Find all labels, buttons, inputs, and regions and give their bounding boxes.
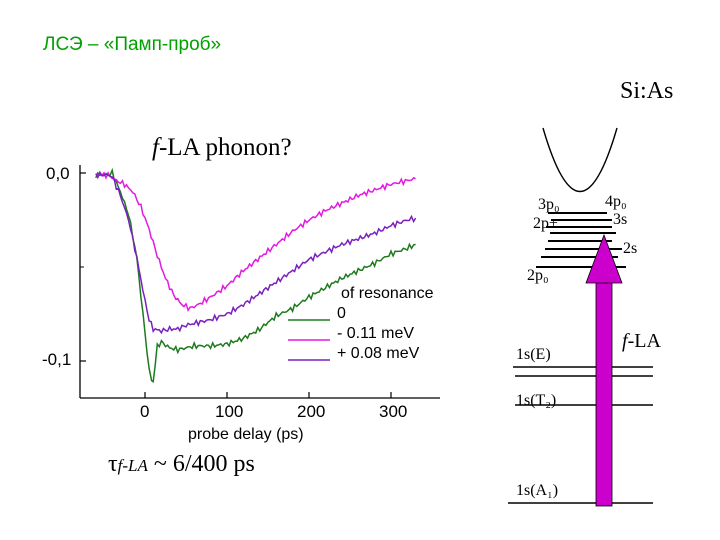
y-tick-label-minus-0-1: -0,1 — [42, 350, 72, 369]
level-label-1s-E: 1s(E) — [516, 346, 551, 363]
f-LA-rest: -LA — [627, 330, 661, 352]
level-label-2p0: 2p₀ — [527, 267, 549, 284]
series-line-0 — [95, 167, 416, 383]
level-label-4p0: 4p₀ — [605, 193, 627, 210]
conduction-band-curve — [542, 127, 618, 192]
tau-symbol: τ — [108, 451, 118, 477]
series-line-1 — [95, 171, 416, 312]
sample-label: Si:As — [620, 78, 674, 104]
tau-subscript: f-LA — [117, 456, 148, 475]
level-label-1s-A1: 1s(A₁) — [516, 482, 559, 499]
level-label-1s-T2: 1s(T₂) — [516, 392, 557, 409]
transition-arrow-head — [585, 233, 623, 284]
x-axis-label: probe delay (ps) — [188, 426, 304, 443]
level-label-3s: 3s — [613, 211, 628, 228]
energy-level-diagram — [508, 127, 653, 507]
level-label-2p-pm: 2p± — [533, 215, 558, 232]
x-tick-label-300: 300 — [379, 402, 408, 421]
x-tick-label-0: 0 — [140, 402, 150, 421]
legend-label-0: 0 — [337, 305, 346, 322]
x-tick-label-100: 100 — [215, 402, 244, 421]
chart-title: f-LA phonon? — [152, 134, 292, 162]
legend-label-minus-0-11: - 0.11 meV — [337, 325, 415, 342]
level-label-3p0: 3p₀ — [538, 196, 560, 213]
legend-title: of resonance — [341, 285, 434, 302]
f-LA-arrow-label: f-LA — [622, 330, 661, 353]
tau-value: ~ 6/400 ps — [147, 451, 255, 477]
tau-formula: τf-LA ~ 6/400 ps — [108, 451, 255, 478]
x-tick-label-200: 200 — [297, 402, 326, 421]
y-tick-label-0: 0,0 — [46, 164, 70, 183]
chart-title-italic: f — [152, 134, 159, 161]
legend-label-plus-0-08: + 0.08 meV — [337, 345, 420, 362]
f-LA-italic: f — [622, 330, 628, 352]
chart-title-rest: -LA phonon? — [158, 134, 292, 161]
slide-title: ЛСЭ – «Памп-проб» — [43, 34, 222, 55]
level-label-2s: 2s — [623, 240, 638, 257]
transition-arrow-shaft — [595, 279, 613, 507]
series-line-2 — [95, 170, 417, 335]
